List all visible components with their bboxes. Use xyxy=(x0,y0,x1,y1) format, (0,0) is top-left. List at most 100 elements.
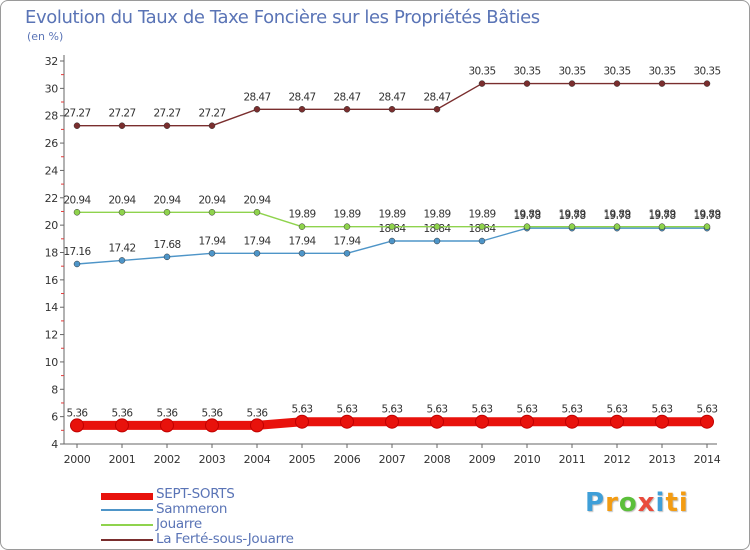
data-label: 20.94 xyxy=(63,194,91,206)
data-label: 20.94 xyxy=(243,194,271,206)
data-label: 30.35 xyxy=(693,66,720,78)
data-point xyxy=(613,223,621,230)
x-tick-label: 2009 xyxy=(469,453,496,466)
data-label: 30.35 xyxy=(648,66,675,78)
y-tick-label: 26 xyxy=(45,137,59,150)
x-tick-label: 2001 xyxy=(109,453,136,466)
data-point xyxy=(700,414,714,429)
data-point xyxy=(163,209,171,216)
legend-swatch xyxy=(101,509,153,511)
data-point xyxy=(613,80,621,87)
legend-swatch xyxy=(101,539,153,541)
data-label: 5.63 xyxy=(427,404,448,416)
data-label: 5.63 xyxy=(292,404,313,416)
data-label: 5.63 xyxy=(382,404,403,416)
logo-letter: P xyxy=(585,488,606,518)
data-point xyxy=(523,223,531,230)
x-tick-label: 2004 xyxy=(244,453,271,466)
data-point xyxy=(118,257,126,264)
logo-letter: i xyxy=(655,488,666,518)
data-point xyxy=(118,122,126,129)
y-tick-label: 20 xyxy=(45,219,59,232)
data-point xyxy=(73,122,81,129)
data-label: 5.36 xyxy=(157,407,179,419)
x-tick-label: 2014 xyxy=(694,453,721,466)
data-label: 17.94 xyxy=(198,235,226,247)
x-tick-label: 2002 xyxy=(154,453,181,466)
data-point xyxy=(205,418,219,433)
data-point xyxy=(298,223,306,230)
y-tick-label: 24 xyxy=(45,164,59,177)
data-point xyxy=(163,253,171,261)
data-point xyxy=(73,209,81,216)
data-label: 19.89 xyxy=(648,209,675,221)
data-point xyxy=(343,250,351,257)
data-label: 20.94 xyxy=(198,194,226,206)
data-label: 27.27 xyxy=(198,108,225,120)
data-point xyxy=(343,223,351,230)
data-point xyxy=(70,418,84,433)
logo-letter: o xyxy=(618,488,638,518)
data-label: 19.78 xyxy=(693,210,720,222)
x-tick-label: 2006 xyxy=(334,453,361,466)
data-point xyxy=(118,209,126,216)
y-tick-label: 22 xyxy=(45,192,58,205)
data-point xyxy=(388,223,396,230)
data-point xyxy=(478,80,486,87)
data-label: 19.89 xyxy=(603,209,630,221)
data-label: 19.89 xyxy=(333,209,360,221)
logo-letter: x xyxy=(637,488,656,518)
x-tick-label: 2012 xyxy=(604,453,631,466)
data-label: 19.78 xyxy=(603,210,630,222)
y-tick-label: 30 xyxy=(45,82,59,95)
x-tick-label: 2013 xyxy=(649,453,676,466)
y-axis-unit-label: (en %) xyxy=(27,30,64,43)
y-tick-label: 14 xyxy=(45,301,59,314)
data-label: 5.63 xyxy=(652,404,673,416)
data-label: 28.47 xyxy=(378,91,405,103)
data-label: 30.35 xyxy=(468,66,495,78)
y-tick-label: 4 xyxy=(51,438,58,451)
data-point xyxy=(523,80,531,87)
data-label: 19.89 xyxy=(468,209,495,221)
y-tick-label: 6 xyxy=(51,411,58,424)
x-tick-label: 2008 xyxy=(424,453,451,466)
data-point xyxy=(115,418,129,433)
data-label: 19.89 xyxy=(423,209,450,221)
data-label: 5.63 xyxy=(562,404,583,416)
data-label: 20.94 xyxy=(108,194,136,206)
y-tick-label: 12 xyxy=(45,329,58,342)
x-tick-label: 2000 xyxy=(64,453,91,466)
data-point xyxy=(253,250,261,257)
data-label: 19.89 xyxy=(288,209,315,221)
data-point xyxy=(385,414,399,429)
data-label: 17.42 xyxy=(108,242,135,254)
chart-title: Evolution du Taux de Taxe Foncière sur l… xyxy=(25,7,540,28)
legend-label: Jouarre xyxy=(156,516,202,532)
data-point xyxy=(340,414,354,429)
data-point xyxy=(568,80,576,87)
data-label: 19.89 xyxy=(558,209,585,221)
data-point xyxy=(208,122,216,129)
data-label: 5.36 xyxy=(112,407,134,419)
data-label: 19.89 xyxy=(693,209,720,221)
data-label: 28.47 xyxy=(288,91,315,103)
data-label: 20.94 xyxy=(153,194,181,206)
y-tick-label: 16 xyxy=(45,274,59,287)
data-point xyxy=(73,260,81,268)
logo-letter: ti xyxy=(665,488,689,518)
data-label: 5.63 xyxy=(697,404,718,416)
data-point xyxy=(388,237,396,245)
data-label: 19.89 xyxy=(513,209,540,221)
logo-letter: r xyxy=(605,488,619,518)
data-label: 5.63 xyxy=(472,404,493,416)
x-tick-label: 2011 xyxy=(559,453,586,466)
legend-label: SEPT-SORTS xyxy=(156,486,235,502)
data-label: 19.78 xyxy=(648,210,675,222)
x-tick-label: 2007 xyxy=(379,453,406,466)
data-point xyxy=(430,414,444,429)
data-point xyxy=(478,237,486,245)
data-point xyxy=(433,106,441,113)
data-label: 30.35 xyxy=(603,66,630,78)
